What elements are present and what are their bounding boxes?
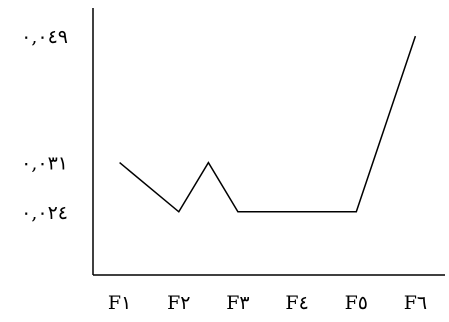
y-tick-labels: ٠,٠٤٩ ٠,٠٣١ ٠,٠٢٤ [21, 26, 68, 224]
x-tick-label: F٣ [226, 292, 249, 314]
y-tick-label: ٠,٠٢٤ [21, 202, 68, 224]
x-tick-labels: F١ F٢ F٣ F٤ F٥ F٦ [108, 292, 427, 314]
x-tick-label: F٢ [167, 292, 190, 314]
x-tick-label: F٥ [345, 292, 368, 314]
y-tick-label: ٠,٠٤٩ [21, 26, 68, 48]
x-tick-label: F١ [108, 292, 131, 314]
y-tick-label: ٠,٠٣١ [21, 153, 68, 175]
x-tick-label: F٤ [285, 292, 308, 314]
x-tick-label: F٦ [404, 292, 427, 314]
data-series-line [119, 35, 417, 213]
